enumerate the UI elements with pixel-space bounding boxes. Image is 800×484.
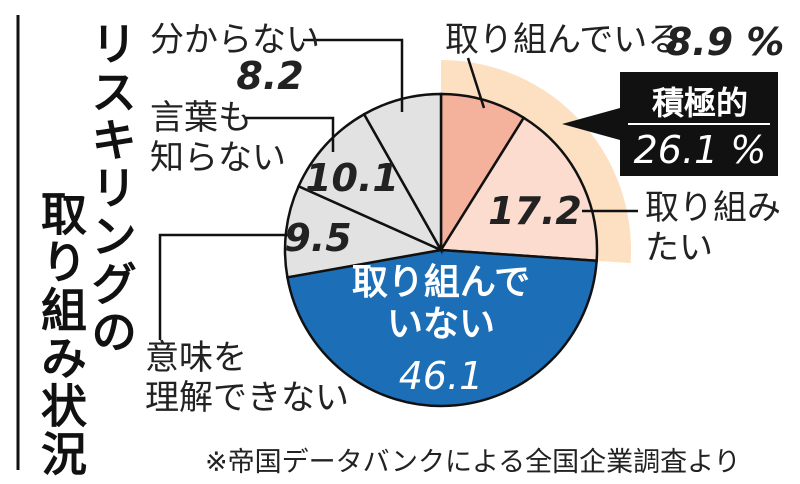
title: 取り組み状況 xyxy=(34,190,88,478)
category-label: 取り組んで いない xyxy=(351,262,531,345)
category-label: 分からない xyxy=(150,20,320,60)
category-label: 取り組んでいる xyxy=(445,20,682,60)
highlight-band xyxy=(441,60,631,264)
value-label: 10.1 xyxy=(305,156,399,200)
value-label: 9.5 xyxy=(284,216,352,260)
value-label: 46.1 xyxy=(398,354,484,398)
value-label: 17.2 xyxy=(488,189,582,233)
highlight-value: 26.1 % xyxy=(633,128,767,172)
slice xyxy=(285,248,598,408)
value-label: 8.2 xyxy=(236,54,304,98)
highlight-label: 積極的 xyxy=(651,84,748,122)
slice xyxy=(438,116,599,263)
category-label: 意味を 理解できない xyxy=(145,338,349,418)
callout-pointer xyxy=(562,108,620,140)
title: リスキリングの xyxy=(84,20,138,356)
slice xyxy=(283,184,446,279)
category-label: 言葉も 知らない xyxy=(150,98,286,178)
value-label: 8.9 % xyxy=(665,20,785,64)
category-label: 取り組み たい xyxy=(645,188,781,268)
slice xyxy=(439,92,526,255)
note: ※帝国データバンクによる全国企業調査より xyxy=(205,447,741,478)
leaders xyxy=(158,38,638,340)
